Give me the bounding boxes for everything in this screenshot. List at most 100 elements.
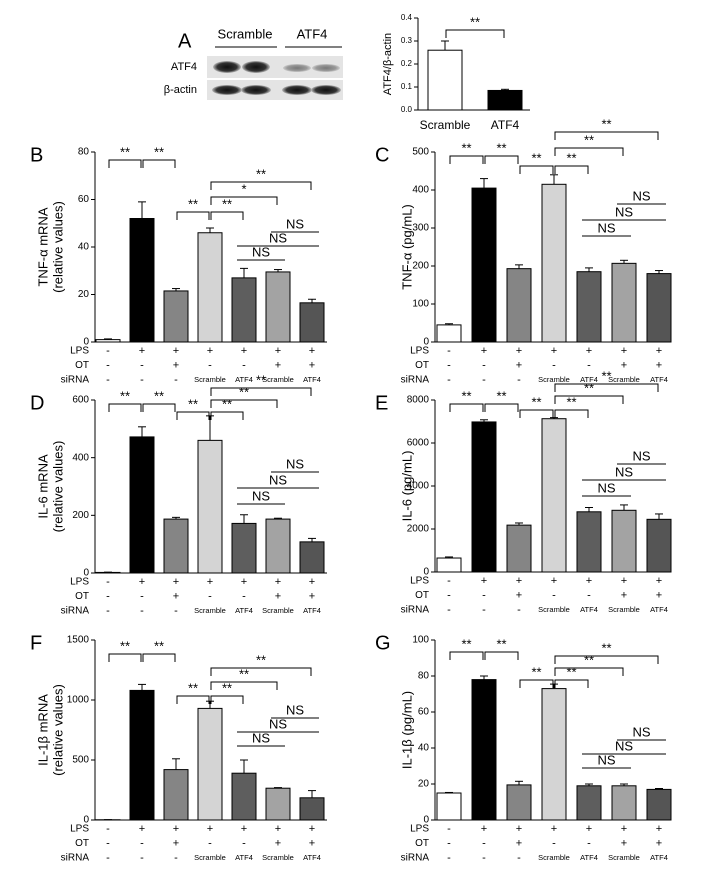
- condition-value: +: [309, 590, 315, 602]
- condition-value: ATF4: [235, 606, 253, 615]
- panel-letter: E: [375, 392, 388, 414]
- x-tick-label: Scramble: [420, 118, 471, 132]
- condition-value: -: [208, 837, 212, 849]
- bar: [611, 509, 637, 573]
- condition-label: siRNA: [401, 853, 430, 864]
- bar: [646, 273, 672, 343]
- bar: [197, 707, 223, 821]
- significance-label: **: [496, 388, 506, 403]
- condition-label: LPS: [410, 824, 429, 835]
- significance-label: NS: [286, 456, 304, 471]
- condition-value: -: [208, 359, 212, 371]
- bar: [265, 518, 291, 574]
- condition-value: -: [517, 852, 521, 864]
- condition-value: +: [173, 823, 179, 835]
- condition-label: OT: [75, 360, 89, 371]
- condition-value: ATF4: [303, 375, 321, 384]
- condition-value: -: [482, 589, 486, 601]
- significance-label: **: [461, 388, 471, 403]
- y-axis-label: TNF-α (pg/mL): [399, 204, 414, 290]
- condition-value: +: [173, 590, 179, 602]
- significance-bracket: [554, 679, 589, 688]
- condition-value: -: [174, 374, 178, 386]
- y-tick-label: 4000: [407, 481, 430, 492]
- bar: [611, 262, 637, 343]
- bar: [471, 679, 497, 821]
- bar: [299, 797, 325, 821]
- blot-row-label: β-actin: [164, 84, 197, 96]
- significance-label: NS: [252, 488, 270, 503]
- condition-value: +: [309, 823, 315, 835]
- condition-value: ATF4: [650, 605, 668, 614]
- condition-value: +: [656, 823, 662, 835]
- significance-bracket: [554, 383, 659, 392]
- significance-label: **: [256, 652, 266, 667]
- condition-value: -: [106, 374, 110, 386]
- condition-value: Scramble: [262, 606, 294, 615]
- condition-value: Scramble: [538, 605, 570, 614]
- significance-label: **: [222, 396, 232, 411]
- y-tick-label: 0.1: [401, 82, 413, 91]
- condition-value: +: [621, 359, 627, 371]
- panel-letter: D: [30, 392, 44, 414]
- y-tick-label: 0: [423, 567, 429, 578]
- significance-label: **: [120, 144, 130, 159]
- y-tick-label: 60: [418, 707, 430, 718]
- condition-value: -: [242, 837, 246, 849]
- condition-value: +: [621, 823, 627, 835]
- condition-label: OT: [415, 838, 429, 849]
- condition-value: -: [140, 837, 144, 849]
- significance-bracket: [210, 211, 244, 220]
- condition-value: +: [516, 589, 522, 601]
- significance-bracket: [142, 653, 176, 662]
- bar: [506, 268, 532, 343]
- y-tick-label: 1000: [67, 695, 90, 706]
- bar: [129, 689, 155, 821]
- condition-value: +: [173, 345, 179, 357]
- bar: [646, 788, 672, 821]
- y-tick-label: 200: [412, 261, 429, 272]
- significance-label: **: [470, 14, 480, 29]
- y-tick-label: 100: [412, 299, 429, 310]
- condition-value: -: [447, 604, 451, 616]
- condition-value: +: [551, 823, 557, 835]
- condition-value: -: [552, 837, 556, 849]
- significance-bracket: [554, 667, 624, 676]
- condition-value: -: [106, 576, 110, 588]
- y-axis-label: IL-1β (pg/mL): [399, 691, 414, 769]
- y-axis-label: (relative values): [50, 441, 65, 533]
- y-tick-label: 0: [83, 337, 89, 348]
- condition-value: +: [656, 359, 662, 371]
- significance-label: **: [496, 140, 506, 155]
- significance-label: **: [154, 388, 164, 403]
- significance-label: **: [601, 116, 611, 131]
- condition-label: OT: [75, 838, 89, 849]
- condition-value: +: [656, 345, 662, 357]
- condition-value: +: [139, 576, 145, 588]
- significance-label: NS: [632, 724, 650, 739]
- bar: [197, 232, 223, 343]
- significance-bracket: [445, 29, 505, 38]
- y-tick-label: 80: [78, 147, 90, 158]
- condition-value: +: [139, 823, 145, 835]
- y-axis-label: IL-6 mRNA: [35, 454, 50, 519]
- significance-label: **: [584, 652, 594, 667]
- y-tick-label: 500: [412, 147, 429, 158]
- condition-value: -: [482, 852, 486, 864]
- condition-value: -: [208, 590, 212, 602]
- condition-value: +: [275, 823, 281, 835]
- condition-value: +: [621, 575, 627, 587]
- significance-label: **: [531, 394, 541, 409]
- condition-value: -: [482, 359, 486, 371]
- significance-label: **: [531, 150, 541, 165]
- bar: [299, 302, 325, 343]
- condition-value: +: [207, 823, 213, 835]
- significance-label: NS: [286, 702, 304, 717]
- condition-value: +: [656, 837, 662, 849]
- condition-value: +: [309, 345, 315, 357]
- significance-label: NS: [632, 188, 650, 203]
- significance-label: **: [120, 638, 130, 653]
- significance-label: **: [188, 196, 198, 211]
- condition-value: +: [516, 823, 522, 835]
- condition-value: +: [173, 837, 179, 849]
